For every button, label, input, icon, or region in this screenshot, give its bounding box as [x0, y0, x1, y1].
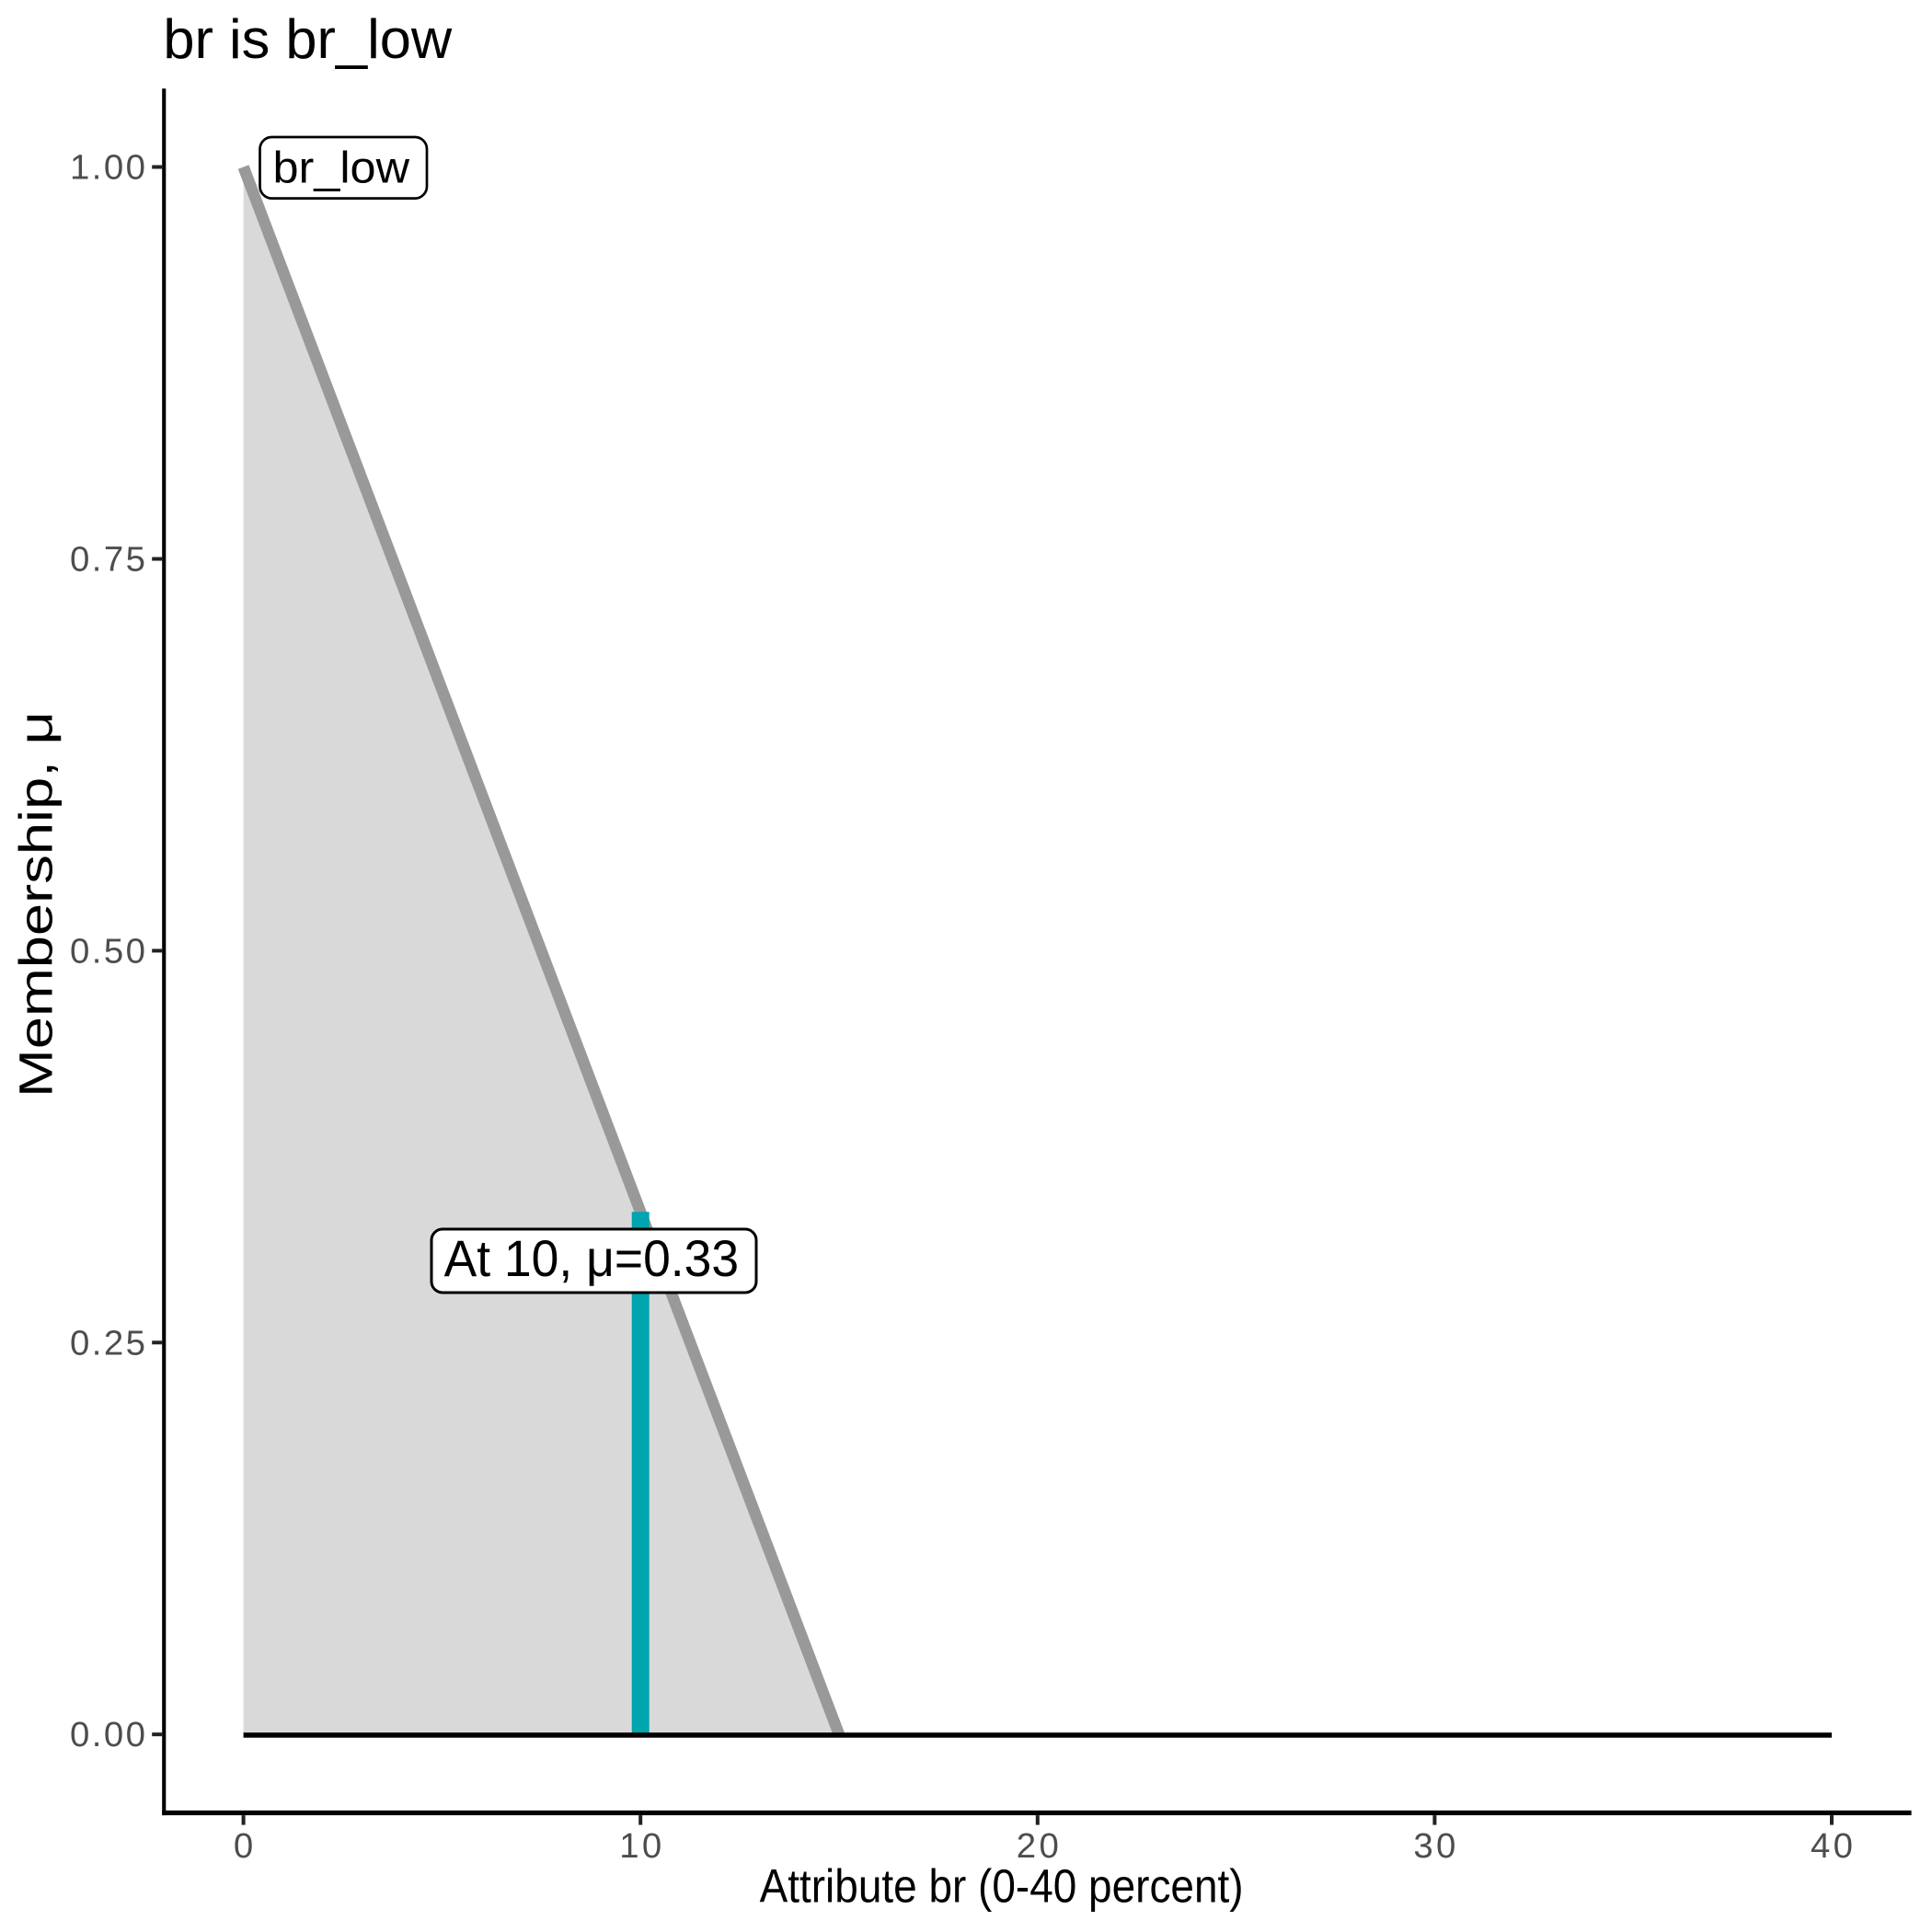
svg-text:0.00: 0.00 — [70, 1715, 145, 1754]
svg-text:0.50: 0.50 — [70, 931, 145, 971]
svg-text:Membership, μ: Membership, μ — [9, 711, 62, 1098]
svg-text:br_low: br_low — [273, 143, 410, 192]
svg-text:Attribute br (0-40 percent): Attribute br (0-40 percent) — [760, 1860, 1244, 1913]
svg-text:1.00: 1.00 — [70, 148, 145, 188]
svg-text:0.25: 0.25 — [70, 1323, 145, 1363]
svg-text:0: 0 — [234, 1826, 253, 1866]
svg-text:At 10, μ=0.33: At 10, μ=0.33 — [444, 1230, 739, 1287]
svg-text:0.75: 0.75 — [70, 540, 145, 580]
svg-text:br is br_low: br is br_low — [163, 7, 452, 70]
